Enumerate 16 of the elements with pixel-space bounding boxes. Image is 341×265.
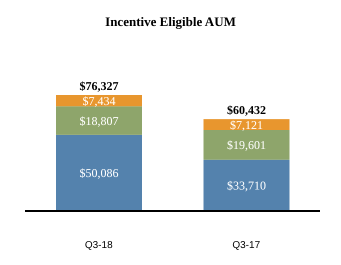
data-label: $19,601: [227, 138, 266, 152]
x-tick-label: Q3-18: [84, 240, 114, 252]
data-label: $7,121: [230, 118, 263, 132]
bar: [56, 106, 142, 135]
data-label: $18,807: [80, 114, 118, 128]
data-label: $50,086: [80, 166, 118, 180]
chart-title: Incentive Eligible AUM: [104, 14, 237, 30]
data-label: $33,710: [227, 178, 266, 193]
bar: [204, 130, 290, 160]
bar: [204, 160, 290, 211]
total-label: $60,432: [227, 103, 266, 118]
bar: [56, 134, 142, 211]
bar: [204, 119, 290, 130]
total-label: $76,327: [80, 79, 118, 93]
x-tick-label: Q3-17: [232, 240, 261, 252]
data-label: $7,434: [82, 94, 116, 108]
